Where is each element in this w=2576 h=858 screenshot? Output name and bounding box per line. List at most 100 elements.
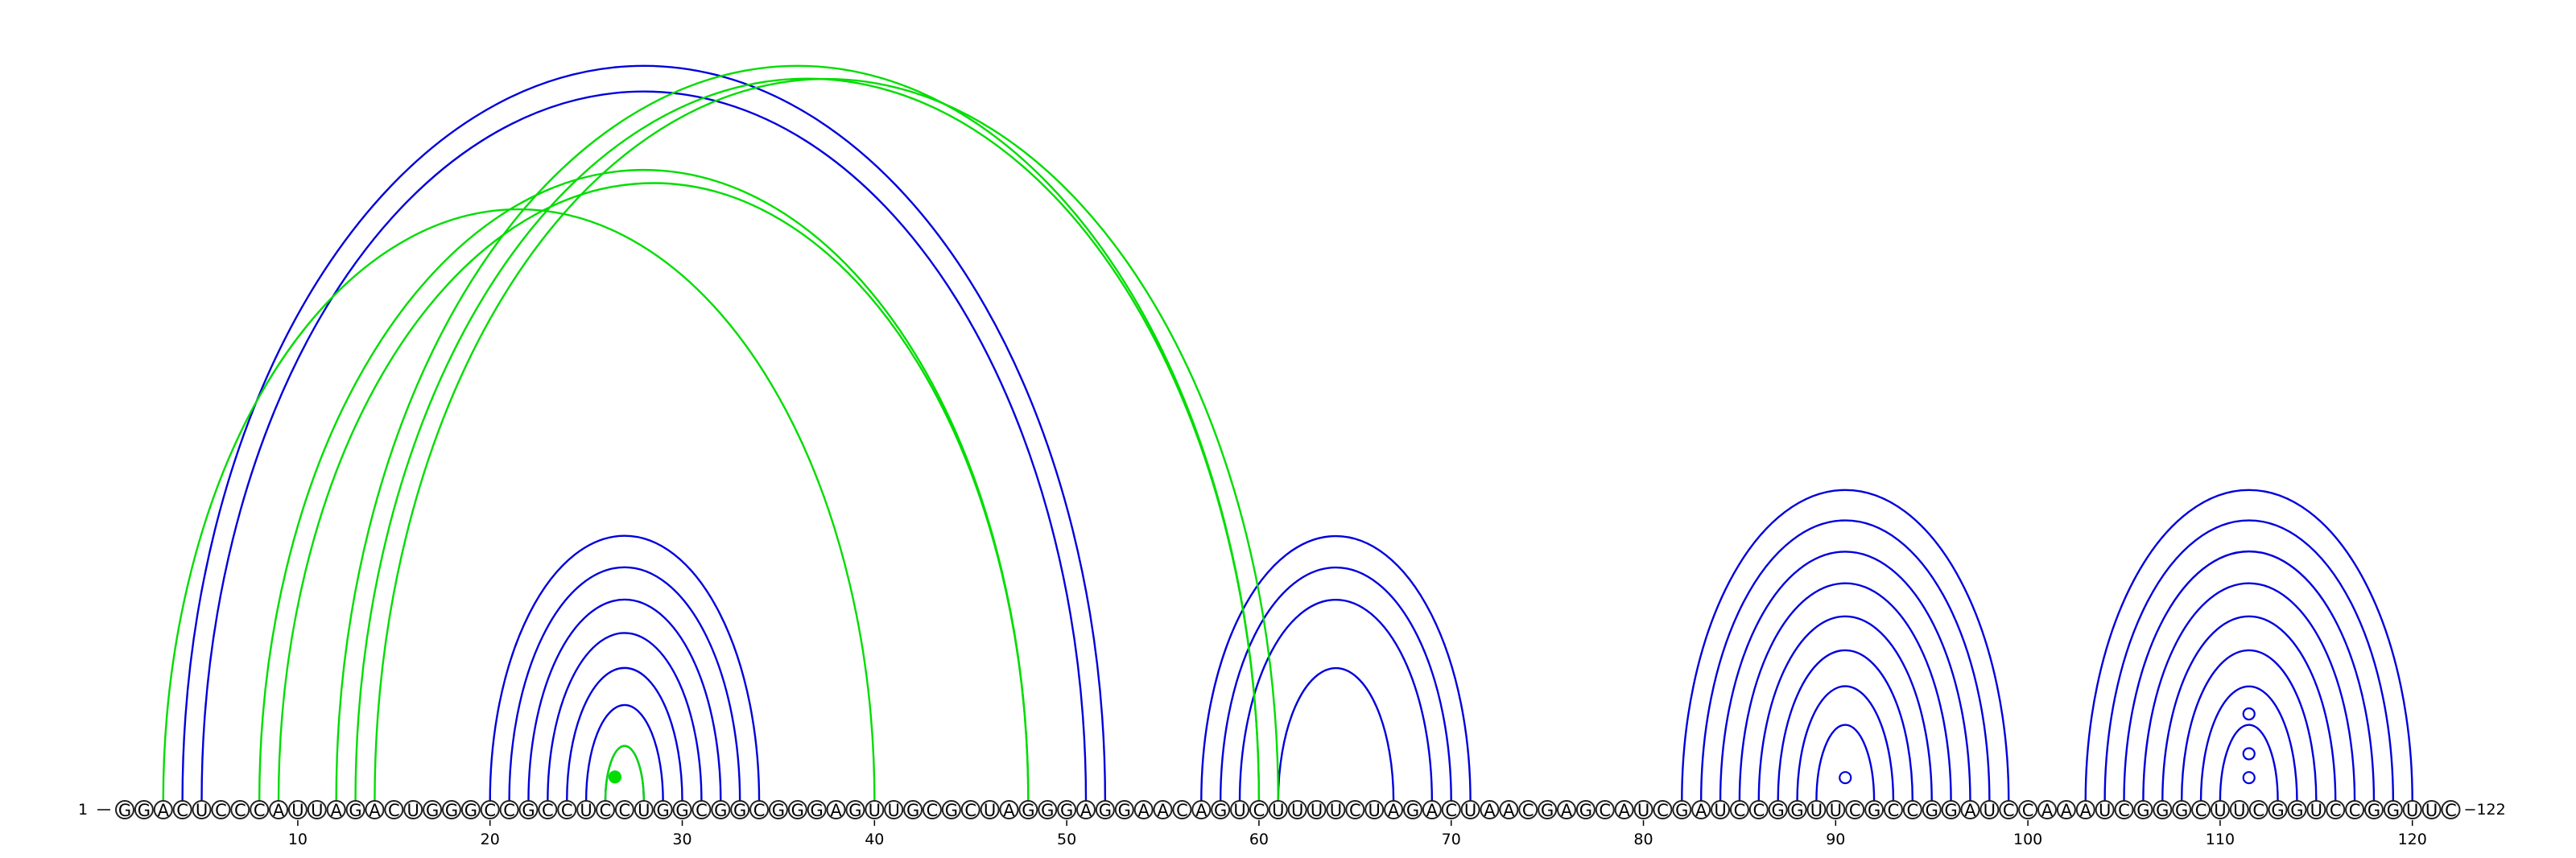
blue-arc-82-99	[1681, 489, 2010, 802]
nucleotide-circle	[1076, 800, 1096, 819]
arc-marker-3	[2242, 771, 2256, 785]
nucleotide-circle	[2441, 800, 2461, 819]
tick-label-80: 80	[1633, 831, 1653, 848]
nucleotide-circle	[326, 800, 346, 819]
nucleotide-letter: G	[2387, 801, 2400, 820]
arc-markers	[608, 707, 2256, 785]
nucleotide-63: U	[1307, 800, 1327, 820]
nucleotide-circle	[1941, 800, 1961, 819]
nucleotide-circle	[1960, 800, 1980, 819]
nucleotide-letter: A	[1080, 801, 1092, 820]
nucleotide-circle	[1614, 800, 1634, 819]
nucleotide-77: G	[1575, 800, 1596, 820]
nucleotide-circle	[1172, 800, 1192, 819]
nucleotide-letter: A	[158, 801, 170, 820]
nucleotide-112: C	[2248, 800, 2268, 820]
nucleotide-letter: G	[945, 801, 958, 820]
nucleotide-circle	[1211, 800, 1231, 819]
nucleotide-letter: G	[1214, 801, 1227, 820]
nucleotide-letter: G	[2271, 801, 2284, 820]
blue-arc-103-120	[2084, 489, 2413, 802]
nucleotide-17: G	[423, 800, 443, 820]
nucleotide-100: C	[2018, 800, 2038, 820]
nucleotide-letter: U	[984, 801, 996, 820]
nucleotide-letter: U	[2310, 801, 2322, 820]
nucleotide-97: A	[1960, 800, 1980, 820]
blue-arc-110-113	[2219, 724, 2279, 802]
nucleotide-117: C	[2345, 800, 2365, 820]
nucleotide-letter: U	[2233, 801, 2245, 820]
nucleotide-47: A	[999, 800, 1019, 820]
nucleotide-circle	[576, 800, 597, 819]
green-arc-3-40	[162, 208, 876, 802]
nucleotide-letter: G	[714, 801, 727, 820]
tick-label-90: 90	[1826, 831, 1845, 848]
nucleotide-circle	[2421, 800, 2442, 819]
nucleotide-letter: A	[1157, 801, 1169, 820]
nucleotide-letter: U	[1272, 801, 1284, 820]
nucleotide-circle	[1133, 800, 1154, 819]
nucleotide-circle	[2345, 800, 2365, 819]
nucleotide-letter: U	[1810, 801, 1823, 820]
nucleotide-circle	[1768, 800, 1788, 819]
nucleotide-letter: G	[1041, 801, 1054, 820]
nucleotide-letter: C	[1907, 801, 1919, 820]
nucleotide-4: C	[172, 800, 192, 820]
nucleotide-circle	[941, 800, 961, 819]
nucleotide-circle	[2402, 800, 2422, 819]
nucleotide-24: C	[557, 800, 577, 820]
nucleotide-circle	[2248, 800, 2268, 819]
arc-marker-2	[1839, 771, 1852, 785]
blue-arc-21-33	[508, 566, 741, 802]
nucleotide-circle	[1018, 800, 1038, 819]
nucleotide-circle	[2268, 800, 2288, 819]
nucleotide-letter: C	[1657, 801, 1669, 820]
nucleotide-circle	[230, 800, 250, 819]
blue-arc-58-70	[1219, 566, 1452, 802]
nucleotide-39: G	[845, 800, 865, 820]
nucleotide-circle	[384, 800, 404, 819]
nucleotide-letter: G	[1675, 801, 1688, 820]
nucleotide-circle	[1806, 800, 1827, 819]
nucleotide-circle	[1518, 800, 1538, 819]
green-arc-26-28	[604, 745, 645, 802]
nucleotide-circle	[115, 800, 134, 819]
nucleotide-88: G	[1787, 800, 1807, 820]
nucleotide-57: A	[1191, 800, 1212, 820]
nucleotide-13: G	[345, 800, 365, 820]
nucleotide-43: C	[922, 800, 942, 820]
nucleotide-letter: G	[522, 801, 535, 820]
nucleotide-letter: C	[753, 801, 766, 820]
nucleotide-49: G	[1038, 800, 1058, 820]
blue-arc-86-95	[1757, 615, 1933, 802]
nucleotide-letter: C	[1176, 801, 1188, 820]
nucleotide-circle	[557, 800, 577, 819]
nucleotide-letter: C	[1349, 801, 1361, 820]
nucleotide-letter: C	[2003, 801, 2015, 820]
nucleotide-letter: A	[1618, 801, 1630, 820]
blue-arc-107-116	[2161, 615, 2337, 802]
nucleotide-letter: U	[1291, 801, 1303, 820]
nucleotide-letter: G	[791, 801, 804, 820]
nucleotide-letter: G	[1790, 801, 1803, 820]
blue-arc-5-51	[200, 90, 1088, 802]
nucleotide-letter: G	[464, 801, 477, 820]
nucleotide-107: G	[2153, 800, 2173, 820]
nucleotide-118: G	[2363, 800, 2384, 820]
nucleotide-circle	[1460, 800, 1480, 819]
nucleotide-32: G	[711, 800, 731, 820]
nucleotide-letter: G	[1060, 801, 1073, 820]
nucleotide-79: A	[1614, 800, 1634, 820]
nucleotide-89: U	[1806, 800, 1827, 820]
blue-arc-109-114	[2199, 685, 2298, 802]
nucleotide-85: C	[1729, 800, 1749, 820]
nucleotide-letter: G	[656, 801, 669, 820]
nucleotide-letter: U	[2406, 801, 2418, 820]
nucleotide-letter: U	[1330, 801, 1342, 820]
tick-label-40: 40	[865, 831, 884, 848]
nucleotide-circle	[787, 800, 807, 819]
nucleotide-letter: G	[1868, 801, 1880, 820]
nucleotide-84: U	[1711, 800, 1731, 820]
nucleotide-circle	[1711, 800, 1731, 819]
